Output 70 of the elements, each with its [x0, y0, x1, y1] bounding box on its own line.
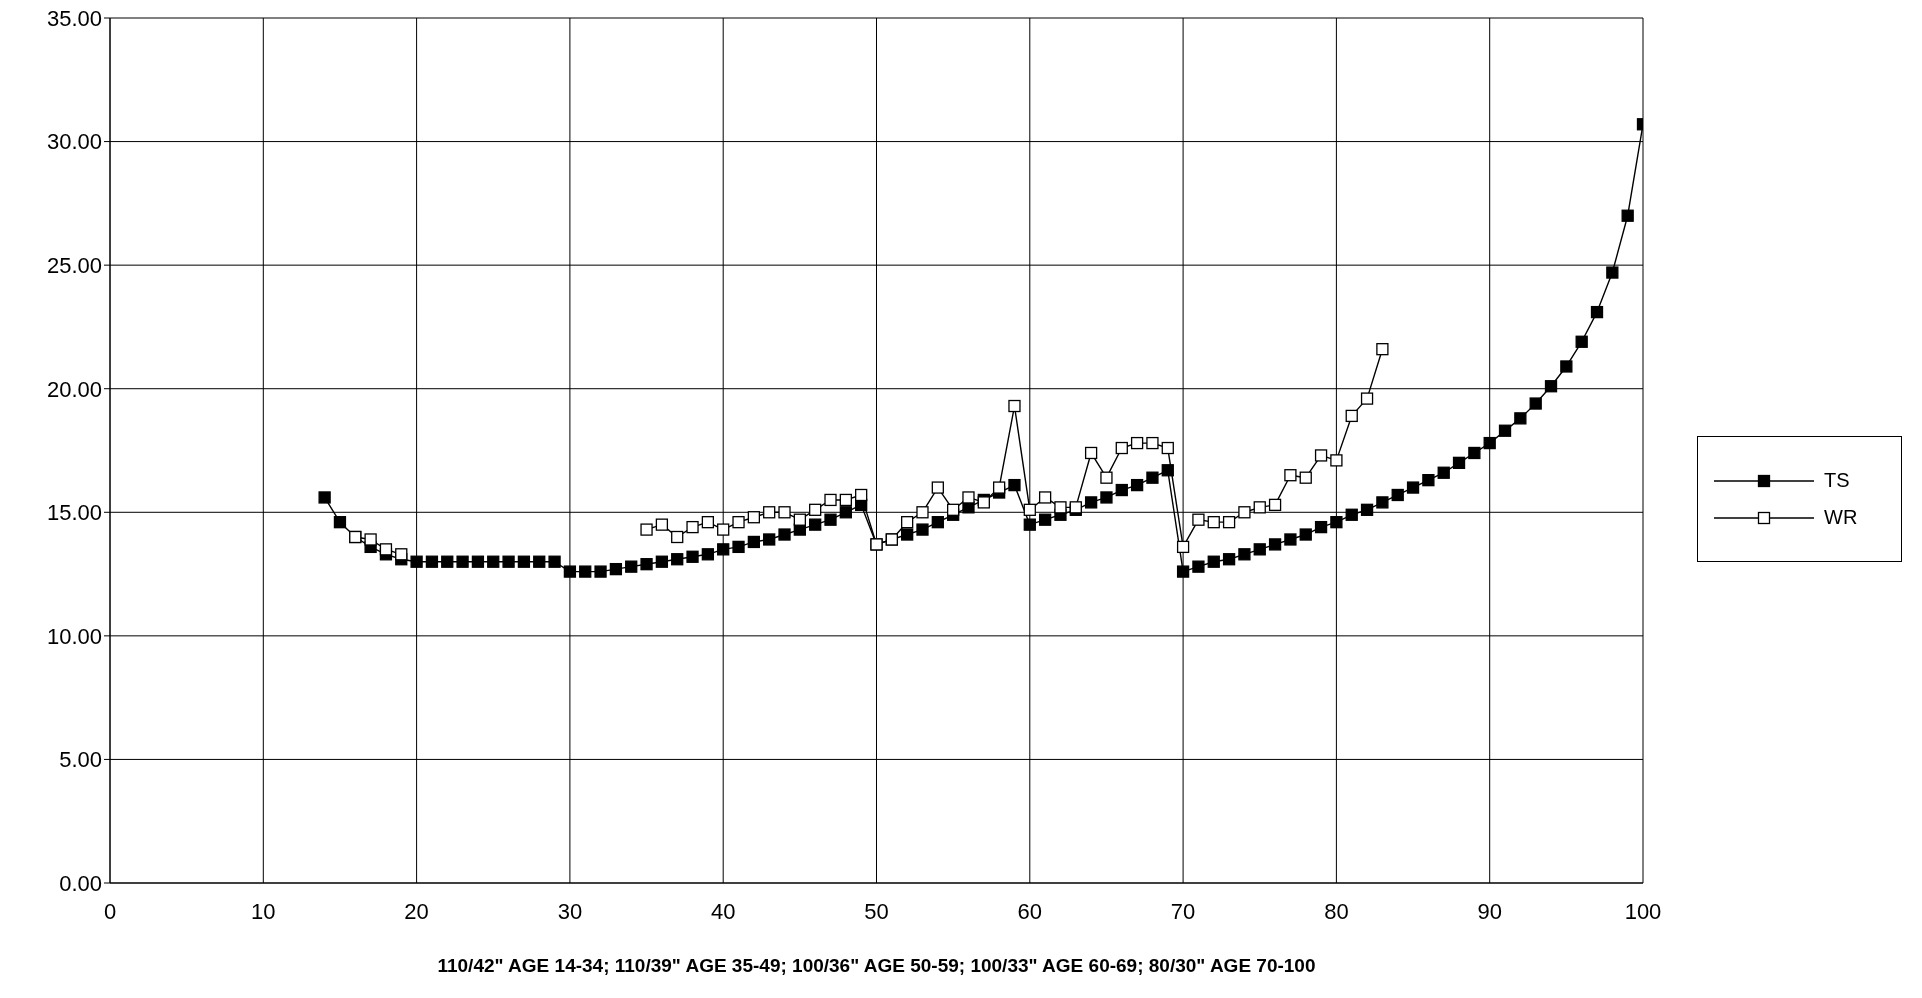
y-tick-label: 0.00: [59, 870, 102, 896]
point: [1023, 503, 1036, 516]
point: [395, 548, 408, 561]
point: [962, 491, 975, 504]
point: [1008, 399, 1021, 413]
point: [732, 516, 745, 529]
point: [1115, 441, 1128, 455]
point: [747, 511, 761, 524]
point: [855, 488, 868, 502]
point: [701, 516, 715, 529]
point: [1192, 513, 1205, 526]
point: [1330, 454, 1343, 467]
point: [1360, 392, 1374, 405]
point: [901, 516, 914, 529]
x-tick-label: 90: [1477, 898, 1502, 924]
point: [1176, 540, 1190, 554]
point: [717, 523, 730, 536]
point: [686, 520, 699, 534]
point: [947, 503, 960, 516]
point: [640, 523, 653, 536]
point: [931, 481, 944, 494]
point: [992, 481, 1006, 494]
point: [839, 493, 852, 507]
point: [379, 543, 393, 556]
point: [809, 503, 822, 516]
point: [1146, 436, 1159, 450]
x-tick-label: 20: [404, 898, 429, 924]
x-tick-label: 100: [1624, 898, 1662, 924]
x-tick-label: 40: [710, 898, 736, 924]
x-tick-label: 60: [1017, 898, 1043, 924]
point: [1130, 436, 1144, 450]
y-tick-label: 15.00: [46, 500, 102, 526]
point: [1284, 469, 1297, 482]
point: [793, 513, 806, 526]
point: [1376, 343, 1389, 356]
y-tick-label: 20.00: [46, 376, 102, 402]
x-tick-label: 0: [103, 898, 117, 924]
point: [1100, 471, 1113, 484]
x-tick-label: 70: [1170, 898, 1196, 924]
point: [1314, 449, 1328, 462]
point: [916, 506, 929, 519]
x-axis-title: 110/42" AGE 14-34; 110/39" AGE 35-49; 100/36" AGE 50-59; 100/33" AGE 60-69; 80/30" AGE 70-100: [437, 955, 1316, 976]
point: [671, 530, 684, 544]
point: [1253, 501, 1266, 514]
x-tick-label: 30: [557, 898, 583, 924]
point: [1038, 491, 1052, 504]
x-tick-label: 10: [251, 898, 276, 924]
point: [1345, 409, 1358, 423]
point: [1161, 441, 1174, 455]
x-tick-label: 80: [1324, 898, 1349, 924]
point: [1268, 498, 1282, 512]
y-tick-label: 5.00: [59, 747, 102, 773]
point: [824, 493, 837, 507]
x-tick-label: 50: [864, 898, 889, 924]
legend-label: TS: [1824, 469, 1850, 492]
point: [1222, 516, 1236, 529]
y-tick-label: 10.00: [46, 623, 102, 649]
point: [1299, 471, 1312, 484]
point: [1084, 446, 1098, 460]
point: [763, 506, 776, 519]
point: [364, 533, 377, 546]
point: [778, 506, 791, 519]
y-tick-label: 30.00: [46, 129, 102, 155]
point: [655, 518, 669, 531]
point: [1238, 506, 1251, 519]
point: [1054, 501, 1067, 514]
legend-label: WR: [1824, 506, 1858, 529]
y-tick-label: 35.00: [46, 5, 102, 31]
point: [1207, 516, 1220, 529]
y-tick-label: 25.00: [46, 252, 102, 278]
